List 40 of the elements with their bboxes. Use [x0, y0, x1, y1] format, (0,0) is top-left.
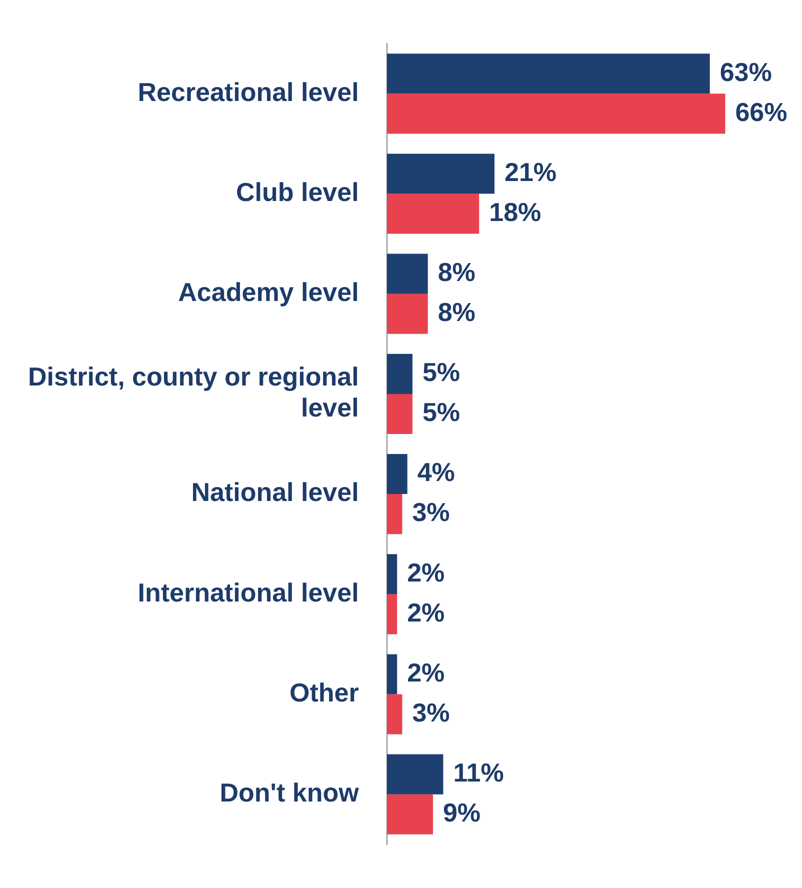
- data-label: 5%: [422, 357, 460, 388]
- bar: [386, 54, 710, 94]
- data-label: 5%: [422, 397, 460, 428]
- data-label: 63%: [720, 56, 772, 87]
- bar: [386, 294, 428, 334]
- bar: [386, 254, 428, 294]
- bar: [386, 754, 444, 794]
- y-tick-label: National level: [191, 477, 359, 508]
- bar: [386, 794, 433, 834]
- y-tick-label: Club level: [236, 176, 359, 207]
- bar: [386, 554, 398, 594]
- bar: [386, 154, 494, 194]
- bar: [386, 654, 398, 694]
- bar: [386, 354, 412, 394]
- data-label: 8%: [438, 257, 476, 287]
- data-label: 4%: [417, 457, 455, 488]
- data-label: 2%: [407, 557, 445, 588]
- bar: [386, 94, 726, 134]
- data-label: 18%: [489, 196, 542, 227]
- data-label: 66%: [735, 96, 788, 127]
- y-tick-label: Don't know: [220, 778, 360, 808]
- y-tick-label: International level: [138, 577, 359, 608]
- data-label: 2%: [407, 597, 445, 628]
- bar: [386, 694, 402, 734]
- y-tick-label: District, county or regional level: [28, 362, 359, 423]
- data-label: 3%: [412, 697, 450, 728]
- data-label: 2%: [407, 657, 445, 688]
- bar: [386, 594, 398, 634]
- data-label: 11%: [453, 758, 504, 788]
- data-label: 8%: [438, 297, 476, 328]
- data-label: 3%: [412, 497, 450, 528]
- y-tick-label: Academy level: [178, 277, 359, 308]
- y-tick-label: Other: [289, 677, 359, 708]
- bar: [386, 494, 402, 534]
- data-label: 21%: [504, 156, 557, 187]
- data-label: 9%: [442, 798, 481, 828]
- bar: [386, 394, 412, 434]
- y-tick-label: Recreational level: [138, 76, 359, 107]
- bar: [386, 194, 480, 234]
- bar: [386, 454, 408, 494]
